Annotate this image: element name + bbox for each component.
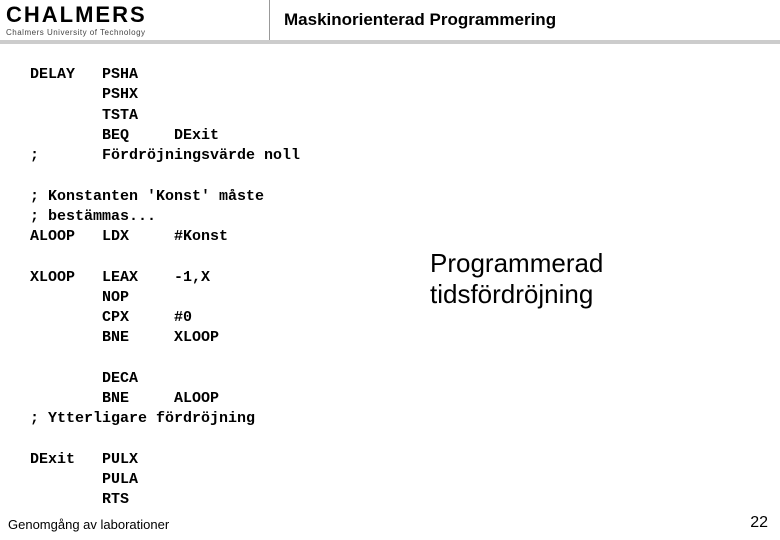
page-title: Maskinorienterad Programmering: [270, 10, 556, 30]
logo-sub: Chalmers University of Technology: [6, 28, 269, 37]
footer-left: Genomgång av laborationer: [8, 517, 169, 532]
page-number: 22: [750, 514, 768, 532]
side-title-line1: Programmerad: [430, 248, 603, 279]
code-block: DELAY PSHA PSHX TSTA BEQ DExit ; Fördröj…: [30, 65, 300, 511]
logo-main: CHALMERS: [6, 4, 269, 26]
side-title: Programmerad tidsfördröjning: [430, 248, 603, 310]
header: CHALMERS Chalmers University of Technolo…: [0, 0, 780, 44]
side-title-line2: tidsfördröjning: [430, 279, 603, 310]
logo: CHALMERS Chalmers University of Technolo…: [0, 0, 270, 40]
